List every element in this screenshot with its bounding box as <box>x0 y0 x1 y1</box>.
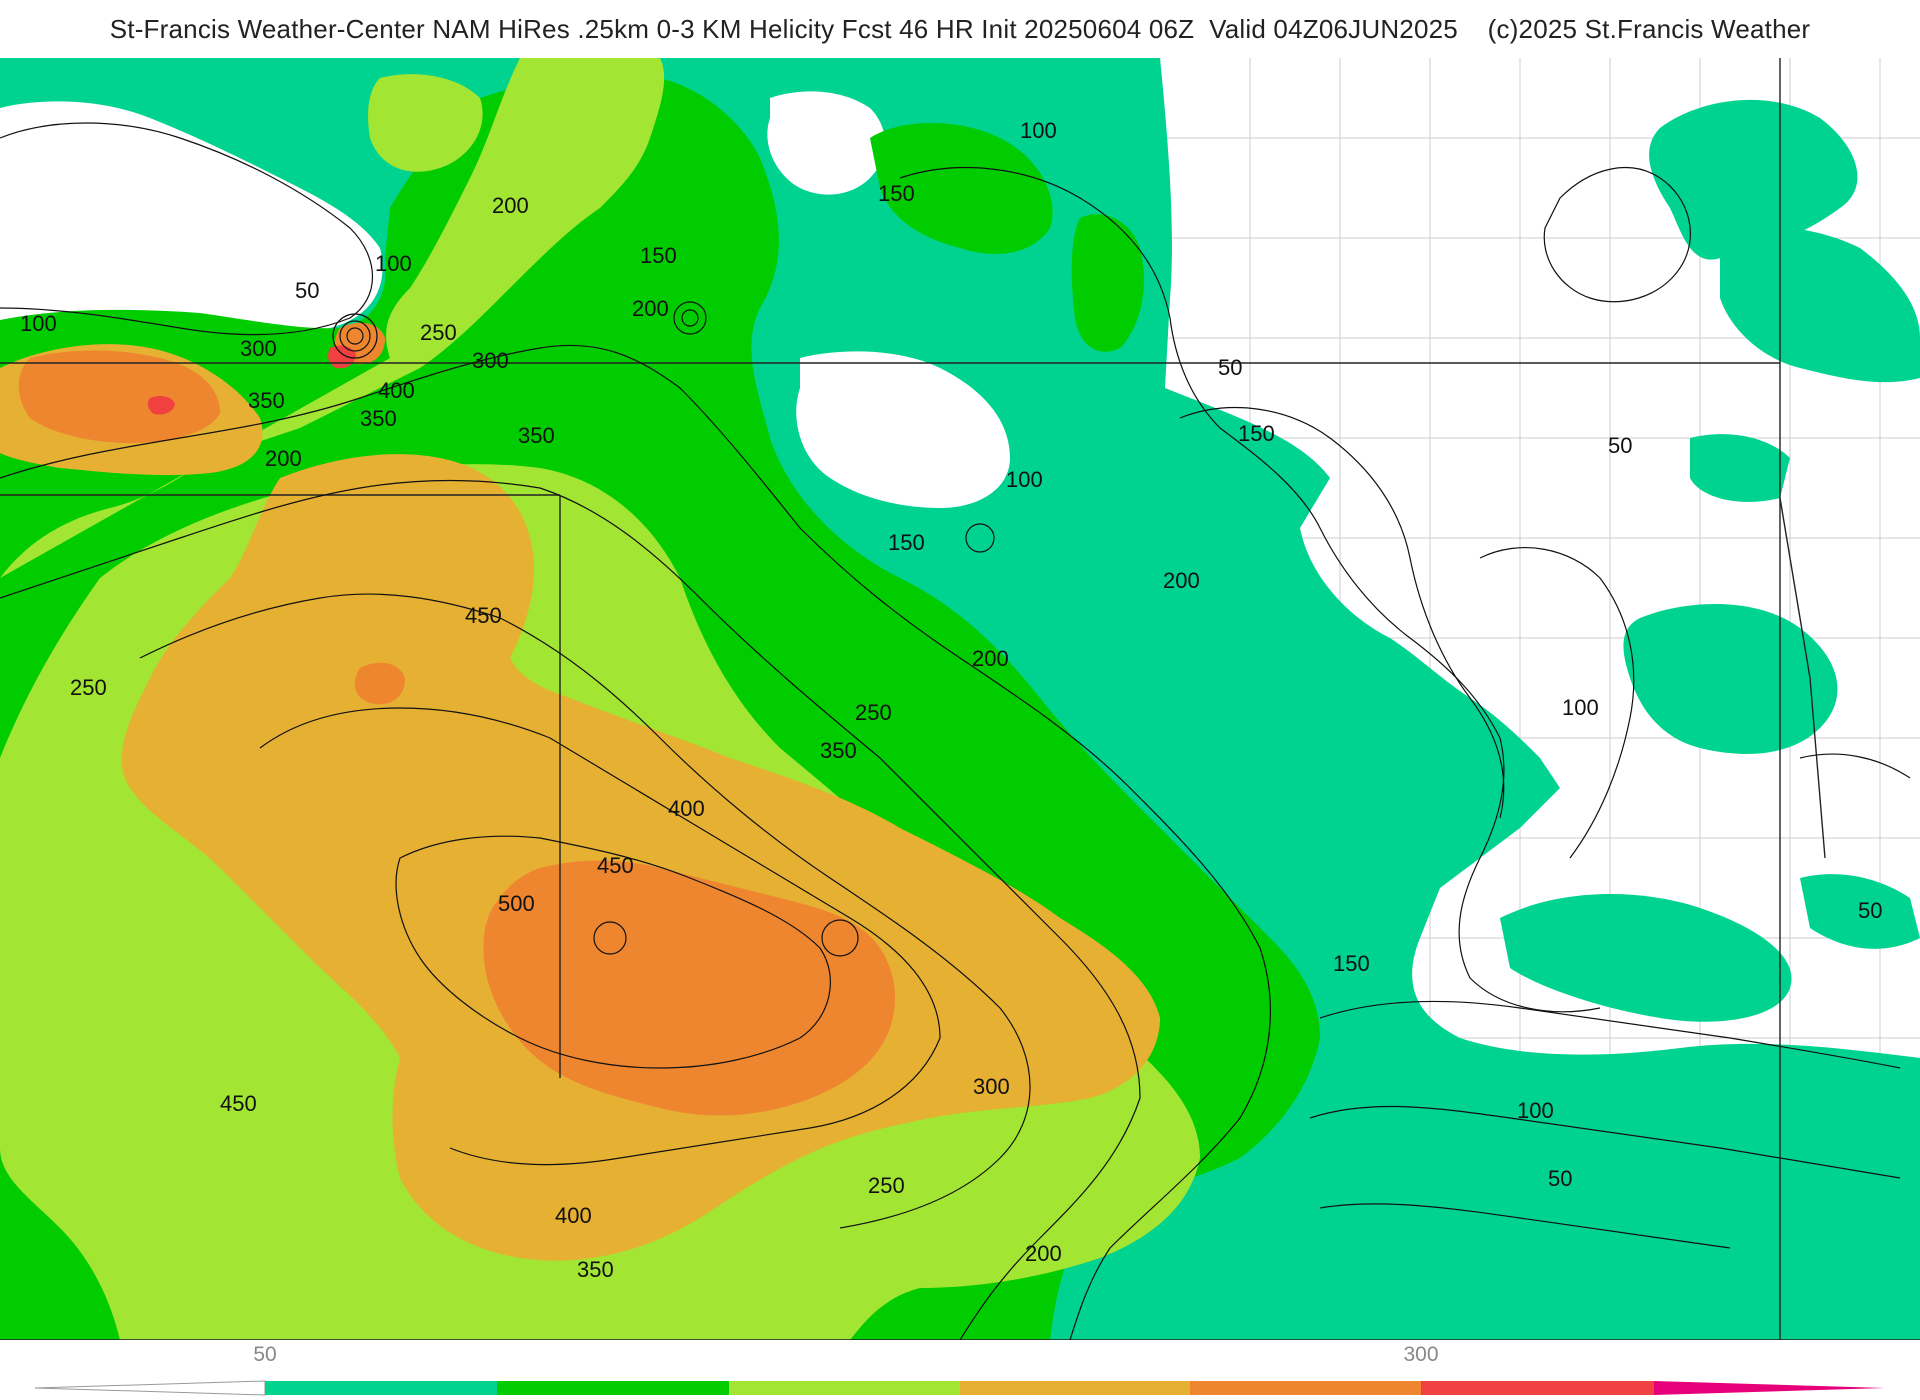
contour-label: 450 <box>465 603 502 628</box>
contour-label: 350 <box>577 1257 614 1282</box>
colorbar-tick-label: 50 <box>253 1343 276 1367</box>
colorbar-band-100 <box>497 1381 729 1395</box>
contour-label: 150 <box>1238 421 1275 446</box>
colorbar-band-200 <box>960 1381 1190 1395</box>
colorbar-tick-label: 300 <box>1403 1343 1438 1367</box>
colorbar-band-300 <box>1421 1381 1654 1395</box>
contour-label: 400 <box>378 378 415 403</box>
contour-label: 150 <box>878 181 915 206</box>
contour-label: 200 <box>1025 1241 1062 1266</box>
contour-label: 300 <box>472 348 509 373</box>
contour-label: 50 <box>295 278 319 303</box>
contour-label: 50 <box>1218 355 1242 380</box>
contour-label: 400 <box>555 1203 592 1228</box>
contour-label: 200 <box>265 446 302 471</box>
contour-label: 100 <box>1562 695 1599 720</box>
contour-label: 150 <box>1333 951 1370 976</box>
colorbar-band-250 <box>1190 1381 1421 1395</box>
contour-label: 100 <box>1006 467 1043 492</box>
contour-label: 250 <box>420 320 457 345</box>
colorbar: 50 300 <box>0 1340 1920 1400</box>
colorbar-band-50 <box>265 1381 497 1395</box>
contour-label: 400 <box>668 796 705 821</box>
contour-label: 450 <box>597 853 634 878</box>
contour-label: 350 <box>820 738 857 763</box>
colorbar-band-150 <box>729 1381 960 1395</box>
contour-label: 200 <box>632 296 669 321</box>
contour-label: 100 <box>375 251 412 276</box>
contour-label: 200 <box>492 193 529 218</box>
contour-label: 150 <box>888 530 925 555</box>
contour-label: 250 <box>855 700 892 725</box>
contour-label: 50 <box>1858 898 1882 923</box>
colorbar-strip <box>0 1378 1920 1398</box>
contour-label: 150 <box>640 243 677 268</box>
colorbar-low-arrow <box>35 1381 265 1395</box>
contour-label: 350 <box>518 423 555 448</box>
contour-label: 50 <box>1608 433 1632 458</box>
contour-label: 350 <box>360 406 397 431</box>
contour-label: 250 <box>868 1173 905 1198</box>
contour-label: 450 <box>220 1091 257 1116</box>
helicity-map[interactable]: 100 50 100 200 150 200 250 300 300 350 4… <box>0 58 1920 1340</box>
contour-label: 500 <box>498 891 535 916</box>
colorbar-high-arrow <box>1654 1381 1885 1395</box>
contour-label: 100 <box>20 311 57 336</box>
contour-label: 300 <box>973 1074 1010 1099</box>
contour-label: 100 <box>1020 118 1057 143</box>
contour-label: 300 <box>240 336 277 361</box>
chart-title: St-Francis Weather-Center NAM HiRes .25k… <box>0 14 1920 45</box>
contour-label: 250 <box>70 675 107 700</box>
contour-label: 200 <box>1163 568 1200 593</box>
contour-label: 200 <box>972 646 1009 671</box>
contour-label: 50 <box>1548 1166 1572 1191</box>
contour-label: 350 <box>248 388 285 413</box>
contour-label: 100 <box>1517 1098 1554 1123</box>
